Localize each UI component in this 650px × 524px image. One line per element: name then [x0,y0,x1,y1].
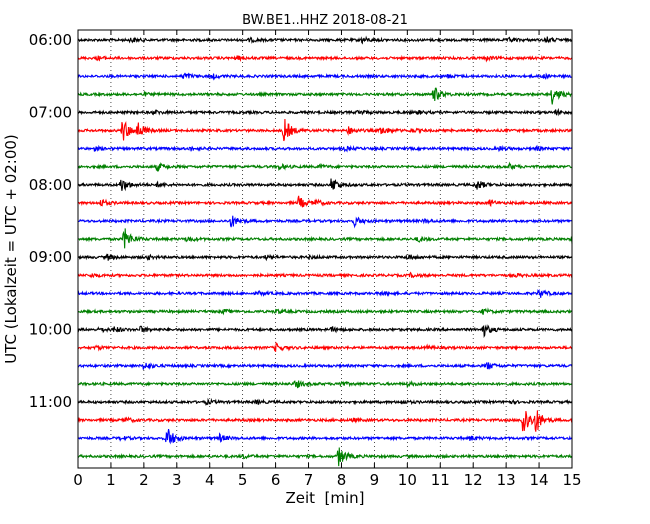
trace-10:00 [77,324,573,338]
trace-10:45 [77,379,573,389]
y-tick-label: 06:00 [29,31,72,49]
x-tick-label: 8 [337,471,347,489]
trace-11:15 [77,410,573,432]
trace-09:30 [77,288,573,298]
trace-11:00 [77,397,573,406]
x-tick-label: 2 [139,471,149,489]
trace-line [77,72,573,81]
x-tick-label: 6 [271,471,281,489]
trace-line [77,161,573,173]
x-tick-label: 5 [238,471,248,489]
trace-07:00 [77,107,573,117]
trace-line [77,195,573,208]
y-tick-label: 08:00 [29,176,72,194]
trace-line [77,324,573,338]
trace-line [77,271,573,279]
trace-line [77,447,573,467]
trace-line [77,215,573,229]
x-tick-label: 3 [172,471,182,489]
trace-06:15 [77,54,573,63]
trace-line [77,288,573,298]
x-tick-label: 1 [106,471,116,489]
x-axis: 0 1 2 3 4 5 6 7 8 9 10 11 12 13 14 15 [73,30,582,489]
trace-08:00 [77,178,573,192]
trace-06:00 [77,35,573,45]
x-tick-label: 14 [530,471,549,489]
trace-06:30 [77,72,573,81]
trace-08:30 [77,215,573,229]
trace-line [77,379,573,389]
trace-10:15 [77,341,573,352]
x-tick-label: 9 [370,471,380,489]
y-tick-label: 10:00 [29,321,72,339]
trace-group [77,35,573,467]
trace-07:30 [77,144,573,153]
trace-07:45 [77,161,573,173]
trace-08:15 [77,195,573,208]
plot-frame [77,29,573,469]
trace-line [77,341,573,352]
trace-09:45 [77,307,573,316]
y-axis-label: UTC (Lokalzeit = UTC + 02:00) [2,134,20,364]
x-tick-label: 11 [431,471,450,489]
x-tick-label: 10 [398,471,417,489]
trace-07:15 [77,119,573,142]
chart-title: BW.BE1..HHZ 2018-08-21 [242,13,408,28]
x-tick-label: 13 [497,471,516,489]
trace-line [77,119,573,142]
x-axis-label: Zeit [min] [285,489,364,507]
trace-10:30 [77,362,573,371]
trace-line [77,178,573,192]
x-tick-label: 7 [304,471,314,489]
x-tick-label: 12 [464,471,483,489]
trace-09:00 [77,253,573,262]
trace-09:15 [77,271,573,279]
y-tick-label: 09:00 [29,248,72,266]
trace-line [77,107,573,117]
trace-line [77,54,573,63]
trace-06:45 [77,87,573,105]
trace-line [77,253,573,262]
trace-08:45 [77,228,573,249]
y-tick-label: 11:00 [29,393,72,411]
trace-line [77,228,573,249]
y-tick-label: 07:00 [29,103,72,121]
trace-11:45 [77,447,573,467]
trace-line [77,428,573,445]
trace-line [77,35,573,45]
trace-line [77,410,573,432]
x-tick-label: 15 [562,471,581,489]
trace-line [77,362,573,371]
trace-line [77,87,573,105]
y-axis: 06:00 07:00 08:00 09:00 10:00 11:00 [29,31,572,411]
trace-line [77,397,573,406]
x-tick-label: 4 [205,471,215,489]
trace-line [77,307,573,316]
trace-11:30 [77,428,573,445]
x-tick-label: 0 [73,471,83,489]
trace-line [77,144,573,153]
